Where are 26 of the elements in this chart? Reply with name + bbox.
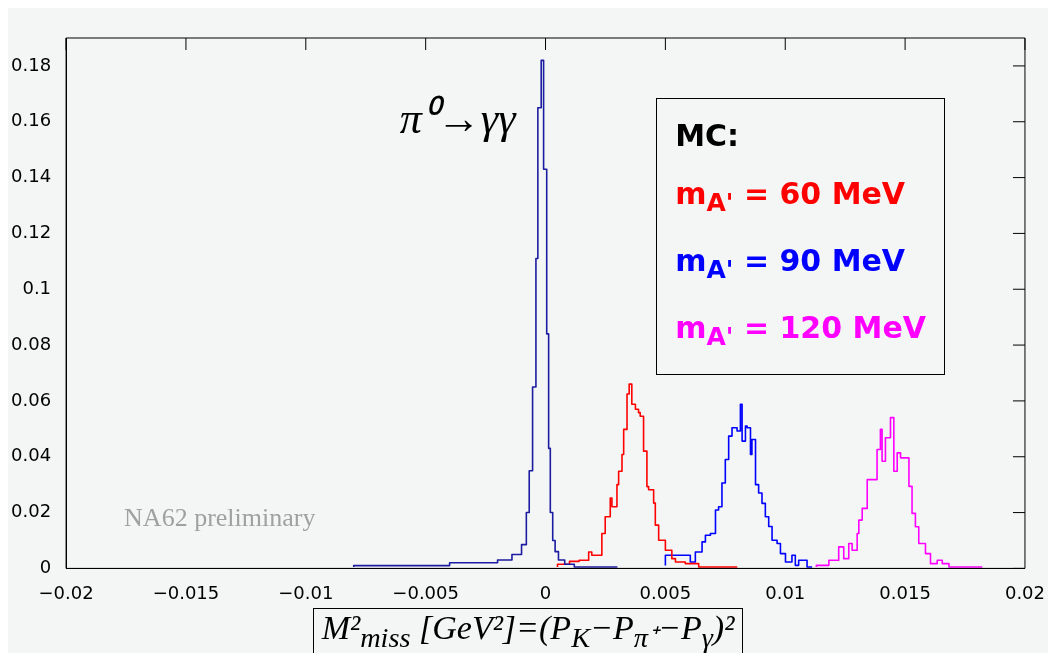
text: m$_{A'}$ = 120 MeV — [675, 309, 926, 353]
text: m$_{A'}$ = 60 MeV — [675, 175, 907, 219]
y-tick-label: 0.18 — [11, 53, 52, 75]
x-tick-label: 0.02 — [1004, 581, 1045, 603]
y-tick-label: 0.16 — [11, 109, 52, 131]
y-tick-label: 0.12 — [11, 221, 52, 243]
x-tick-label: 0 — [539, 581, 552, 603]
text: m$_{A'}$ = 90 MeV — [675, 242, 907, 286]
x-tick-label: −0.015 — [152, 581, 220, 603]
x-tick-label: 0.005 — [639, 581, 692, 603]
annotation: π⁰→γγ — [399, 94, 518, 144]
x-tick-label: 0.01 — [765, 581, 806, 603]
x-tick-label: −0.02 — [38, 581, 94, 603]
y-tick-label: 0.06 — [11, 388, 52, 410]
y-tick-label: 0.14 — [11, 165, 52, 187]
x-tick-label: −0.005 — [392, 581, 459, 603]
annotation: NA62 preliminary — [124, 503, 316, 533]
y-tick-label: 0.02 — [11, 500, 52, 522]
y-tick-label: 0.1 — [22, 276, 52, 298]
text: M²$_{miss}$ [GeV²]=(P$_{K}$−P$_{π⁺}$−P$_{γ}$)² — [321, 609, 735, 653]
y-tick-label: 0.08 — [11, 332, 52, 354]
x-tick-label: 0.015 — [879, 581, 931, 603]
y-tick-label: 0 — [39, 556, 52, 578]
y-tick-label: 0.04 — [11, 444, 52, 466]
x-tick-label: −0.01 — [278, 581, 334, 603]
legend-title: MC: — [675, 117, 741, 155]
